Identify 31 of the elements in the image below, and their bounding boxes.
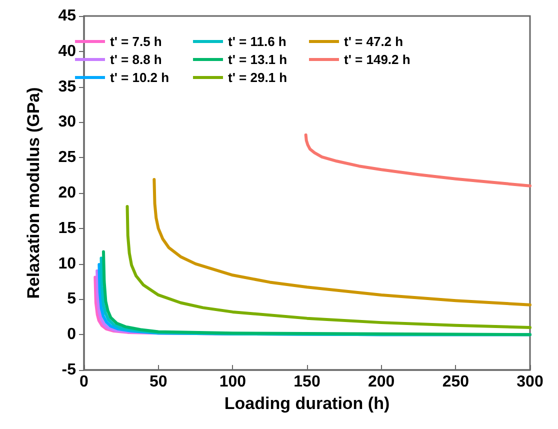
legend-label: t' = 47.2 h — [344, 34, 404, 49]
legend-label: t' = 10.2 h — [110, 70, 170, 85]
y-tick-label: 5 — [67, 290, 76, 308]
y-tick-label: -5 — [62, 362, 76, 378]
x-tick-label: 0 — [80, 374, 89, 390]
legend-label: t' = 11.6 h — [228, 34, 286, 49]
legend-label: t' = 8.8 h — [110, 52, 162, 67]
y-tick-label: 20 — [58, 184, 76, 202]
y-tick-label: 45 — [58, 8, 76, 24]
line-series — [152, 178, 532, 306]
y-axis-title: Relaxation modulus (GPa) — [24, 87, 43, 299]
legend-label: t' = 29.1 h — [228, 70, 288, 85]
x-tick-label: 100 — [219, 374, 246, 390]
y-tick-label: 30 — [58, 114, 76, 131]
legend-label: t' = 149.2 h — [344, 52, 410, 67]
y-tick-label: 35 — [58, 78, 76, 96]
legend-label: t' = 13.1 h — [228, 52, 288, 67]
y-tick-label: 25 — [58, 149, 76, 166]
y-tick-label: 0 — [67, 326, 76, 344]
x-tick-label: 200 — [368, 374, 395, 390]
y-tick-label: 40 — [58, 42, 76, 60]
x-tick-label: 250 — [442, 374, 470, 390]
y-tick-label: 10 — [58, 255, 76, 272]
x-tick-label: 300 — [516, 374, 544, 390]
line-series — [126, 204, 532, 330]
x-axis-title: Loading duration (h) — [224, 394, 390, 413]
y-tick-label: 15 — [58, 220, 76, 237]
line-series — [304, 133, 532, 188]
x-tick-label: 50 — [149, 374, 168, 390]
legend-label: t' = 7.5 h — [110, 34, 162, 49]
x-tick-label: 150 — [294, 374, 320, 390]
